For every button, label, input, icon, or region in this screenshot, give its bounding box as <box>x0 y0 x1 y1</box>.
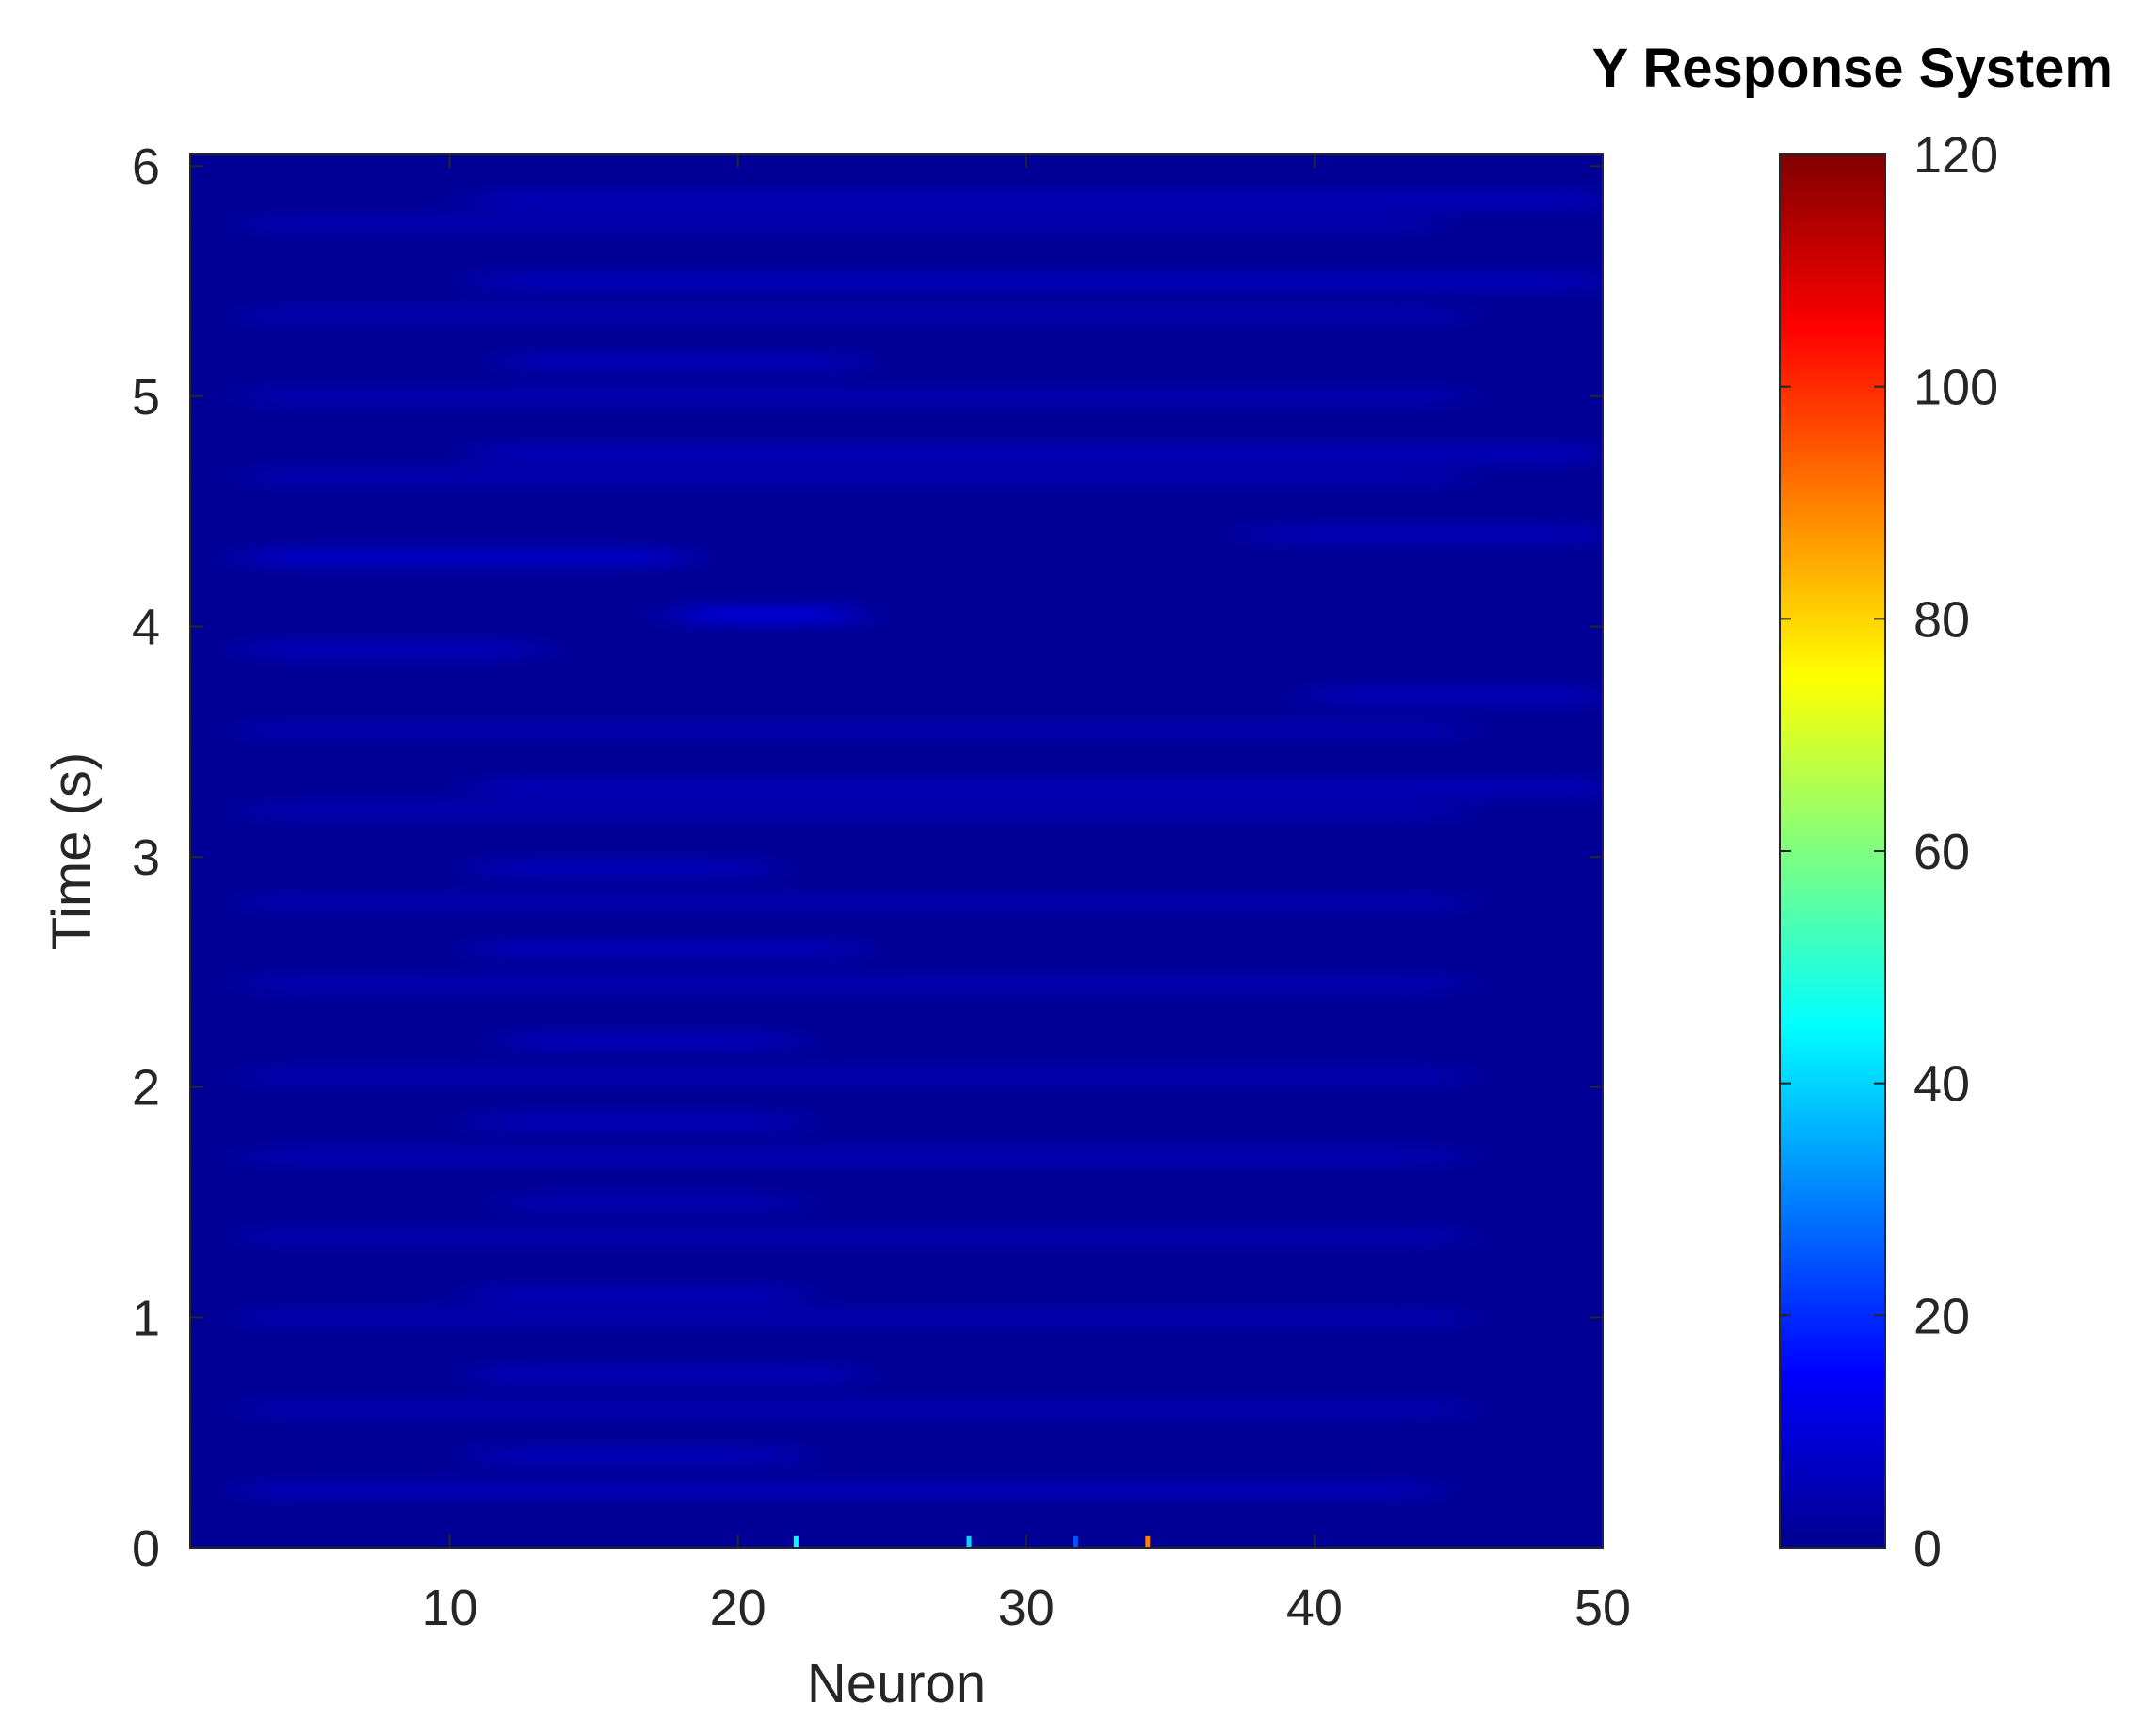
colorbar-tick-label: 120 <box>1913 127 1998 184</box>
heatmap-band <box>248 306 1459 326</box>
heatmap-band <box>248 1227 1459 1246</box>
heatmap-band <box>248 548 681 567</box>
heatmap-band <box>478 778 1603 797</box>
heatmap-band <box>478 940 854 958</box>
heatmap-spikes <box>793 1535 1151 1548</box>
heatmap-band <box>507 1193 796 1212</box>
heatmap-band <box>507 352 854 371</box>
x-tick-label: 30 <box>998 1580 1055 1636</box>
x-tick-label: 10 <box>421 1580 477 1636</box>
heatmap-band <box>507 1032 796 1051</box>
colorbar-tick-label: 80 <box>1913 591 1970 648</box>
chart-title: Y Response System <box>1592 38 2113 99</box>
heatmap-band <box>248 801 1459 820</box>
heatmap-band <box>478 1112 796 1132</box>
y-tick-label: 4 <box>132 599 160 655</box>
x-tick-label: 40 <box>1286 1580 1343 1636</box>
colorbar-tick-label: 60 <box>1913 824 1970 880</box>
heatmap-spike <box>793 1535 799 1548</box>
heatmap-band <box>248 387 1459 406</box>
heatmap-band <box>478 1285 796 1304</box>
heatmap-band <box>248 214 1430 233</box>
x-tick-label: 50 <box>1574 1580 1631 1636</box>
heatmap-band <box>1256 524 1603 544</box>
heatmap-band <box>248 1308 1459 1327</box>
heatmap-band <box>680 605 854 625</box>
heatmap-band <box>248 973 1459 993</box>
heatmap-band <box>248 1481 1430 1500</box>
heatmap-band <box>478 1365 854 1385</box>
colorbar-gradient <box>1780 154 1885 1548</box>
heatmap-band <box>248 1147 1459 1165</box>
colorbar-tick-label: 20 <box>1913 1288 1970 1344</box>
heatmap-band <box>478 1446 796 1465</box>
heatmap-background <box>190 154 1603 1548</box>
y-tick-label: 0 <box>132 1520 160 1577</box>
heatmap-band <box>478 191 1603 210</box>
y-axis: 0 1 2 3 4 5 6 <box>132 138 1603 1577</box>
colorbar: 0 20 40 60 80 100 120 <box>1779 127 1998 1577</box>
y-tick-label: 3 <box>132 829 160 886</box>
y-tick-label: 5 <box>132 369 160 426</box>
heatmap-band <box>1314 686 1603 705</box>
plot-frame <box>189 153 1604 1549</box>
y-axis-label: Time (s) <box>41 752 103 950</box>
heatmap-band <box>478 271 1603 291</box>
heatmap-band <box>248 893 1459 912</box>
heatmap-band <box>248 720 1459 740</box>
heatmap-band <box>478 859 767 878</box>
heatmap-spike <box>966 1535 972 1548</box>
heatmap-band <box>248 467 1459 487</box>
y-tick-label: 1 <box>132 1290 160 1346</box>
x-axis-label: Neuron <box>807 1653 986 1714</box>
heatmap-spike <box>1073 1535 1078 1548</box>
heatmap-band <box>248 1066 1459 1085</box>
heatmap-bands <box>248 191 1603 1500</box>
x-axis: 10 20 30 40 50 <box>421 154 1631 1636</box>
heatmap-spike <box>1145 1535 1151 1548</box>
heatmap-band <box>478 444 1603 463</box>
colorbar-ticks: 0 20 40 60 80 100 120 <box>1780 127 1998 1577</box>
colorbar-tick-label: 100 <box>1913 360 1998 416</box>
colorbar-tick-label: 0 <box>1913 1520 1942 1577</box>
heatmap-band <box>248 1400 1459 1420</box>
y-tick-label: 6 <box>132 138 160 195</box>
heatmap-band <box>248 640 537 659</box>
colorbar-tick-label: 40 <box>1913 1056 1970 1113</box>
plot-area <box>190 154 1603 1548</box>
x-tick-label: 20 <box>710 1580 767 1636</box>
y-tick-label: 2 <box>132 1060 160 1117</box>
